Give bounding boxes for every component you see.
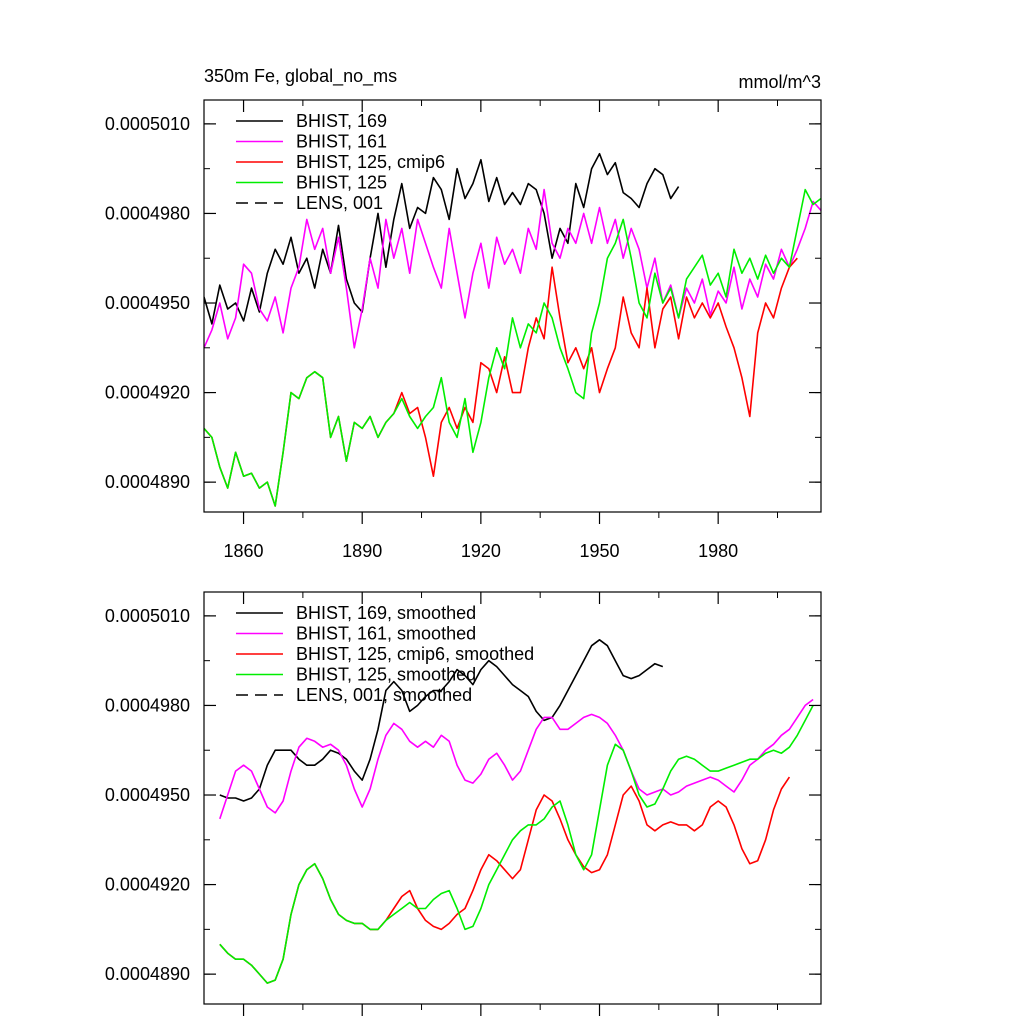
y-tick-label: 0.0005010 bbox=[105, 606, 190, 626]
y-tick-label: 0.0004980 bbox=[105, 695, 190, 715]
y-tick-label: 0.0005010 bbox=[105, 114, 190, 134]
y-tick-label: 0.0004920 bbox=[105, 875, 190, 895]
y-tick-label: 0.0004950 bbox=[105, 293, 190, 313]
legend-label: BHIST, 125, smoothed bbox=[296, 665, 476, 685]
series-lines bbox=[204, 152, 821, 507]
y-tick-label: 0.0004890 bbox=[105, 472, 190, 492]
series-line-1 bbox=[219, 638, 664, 802]
legend-label: BHIST, 125, cmip6 bbox=[296, 152, 445, 172]
legend-label: BHIST, 125, cmip6, smoothed bbox=[296, 644, 534, 664]
y-tick-label: 0.0004950 bbox=[105, 785, 190, 805]
legend-label: BHIST, 169 bbox=[296, 111, 387, 131]
series-line-2 bbox=[204, 188, 821, 349]
series-line-2 bbox=[219, 698, 814, 820]
y-tick-label: 0.0004980 bbox=[105, 203, 190, 223]
y-tick-label: 0.0004920 bbox=[105, 383, 190, 403]
series-line-1 bbox=[204, 152, 680, 325]
series-lines bbox=[219, 638, 814, 984]
series-line-3 bbox=[219, 776, 791, 984]
legend-label: BHIST, 161 bbox=[296, 132, 387, 152]
chart-title: 350m Fe, global_no_ms bbox=[204, 66, 397, 87]
legend-label: BHIST, 161, smoothed bbox=[296, 624, 476, 644]
legend-label: BHIST, 169, smoothed bbox=[296, 603, 476, 623]
panel-1: 0.0004890 0.0004920 0.0004950 0.0004980 0.00… bbox=[105, 66, 822, 561]
plot-frame bbox=[203, 99, 822, 513]
units-label: mmol/m^3 bbox=[739, 72, 821, 92]
x-tick-label: 1920 bbox=[461, 541, 501, 561]
y-tick-label: 0.0004890 bbox=[105, 964, 190, 984]
series-line-3 bbox=[204, 257, 798, 507]
plot-frame bbox=[203, 591, 822, 1005]
x-tick-label: 1860 bbox=[224, 541, 264, 561]
x-tick-label: 1890 bbox=[342, 541, 382, 561]
panel-2: 0.0004890 0.0004920 0.0004950 0.0004980 0.00… bbox=[105, 591, 822, 1016]
legend-label: LENS, 001 bbox=[296, 193, 383, 213]
x-tick-label: 1980 bbox=[698, 541, 738, 561]
legend-label: BHIST, 125 bbox=[296, 173, 387, 193]
x-tick-label: 1950 bbox=[579, 541, 619, 561]
legend-label: LENS, 001, smoothed bbox=[296, 685, 472, 705]
series-line-4 bbox=[204, 188, 821, 507]
series-line-4 bbox=[219, 705, 814, 984]
